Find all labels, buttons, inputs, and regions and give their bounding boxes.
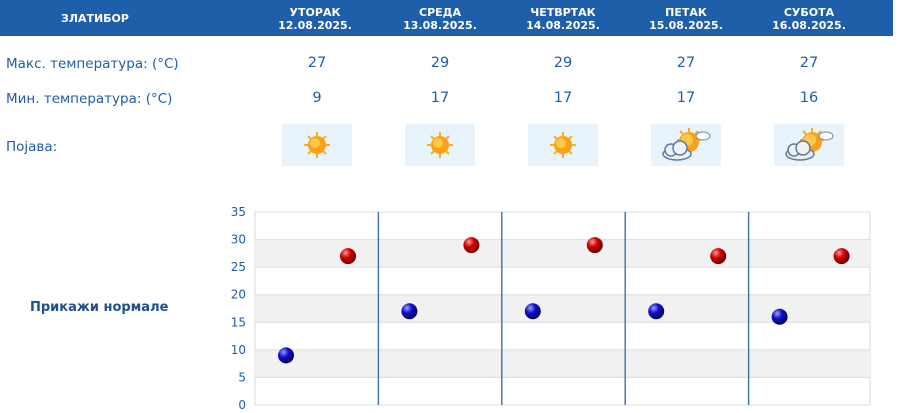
day-date: 16.08.2025. (772, 19, 846, 32)
day-name: ЧЕТВРТАК (530, 6, 596, 19)
grid-band (255, 239, 870, 268)
max-temp-point (586, 237, 603, 254)
max-temp-point (340, 248, 356, 265)
y-tick-label: 15 (231, 315, 246, 329)
day-header: ПЕТАК 15.08.2025. (631, 6, 741, 32)
chart-points (278, 237, 850, 364)
max-temp-value: 29 (430, 55, 450, 71)
day-header: СРЕДА 13.08.2025. (385, 6, 495, 32)
day-date: 15.08.2025. (649, 19, 723, 32)
day-header: УТОРАК 12.08.2025. (260, 6, 370, 32)
min-temp-value: 17 (553, 90, 573, 106)
day-name: ПЕТАК (665, 6, 707, 19)
y-tick-label: 35 (231, 205, 246, 219)
y-tick-label: 20 (231, 288, 246, 302)
max-temp-label: Макс. температура: (°C) (6, 56, 179, 72)
day-header: СУБОТА 16.08.2025. (754, 6, 864, 32)
y-tick-label: 30 (231, 233, 246, 247)
y-axis-ticks: 0 5 10 15 20 25 30 35 (231, 205, 246, 412)
max-temp-point (710, 248, 727, 265)
day-date: 13.08.2025. (403, 19, 477, 32)
min-temp-point (401, 303, 418, 320)
day-header: ЧЕТВРТАК 14.08.2025. (508, 6, 618, 32)
temperature-chart: 0 5 10 15 20 25 30 35 (231, 205, 871, 412)
weather-label: Појава: (6, 139, 58, 155)
min-temp-value: 16 (799, 90, 819, 106)
partly-cloudy-icon (651, 124, 721, 166)
forecast-header: ЗЛАТИБОР УТОРАК 12.08.2025. СРЕДА 13.08.… (0, 0, 893, 36)
min-temp-point (771, 308, 788, 325)
sun-icon (528, 124, 598, 166)
day-date: 14.08.2025. (526, 19, 600, 32)
sun-icon (282, 124, 352, 166)
min-temp-point (278, 347, 294, 364)
max-temp-value: 27 (799, 55, 819, 71)
partly-cloudy-icon (774, 124, 844, 166)
min-temp-value: 17 (676, 90, 696, 106)
min-temp-value: 9 (312, 90, 322, 106)
min-temp-point (648, 303, 665, 320)
grid-band (255, 349, 870, 378)
day-name: СРЕДА (419, 6, 461, 19)
y-tick-label: 0 (238, 398, 246, 412)
chart-grid (254, 211, 871, 406)
y-tick-label: 5 (238, 370, 246, 384)
max-temp-point (463, 237, 480, 254)
sun-icon (405, 124, 475, 166)
location-title: ЗЛАТИБОР (61, 12, 129, 25)
y-tick-label: 25 (231, 260, 246, 274)
show-normals-link[interactable]: Прикажи нормале (30, 300, 169, 315)
max-temp-value: 27 (676, 55, 696, 71)
grid-band (255, 294, 870, 323)
min-temp-point (524, 303, 541, 320)
day-date: 12.08.2025. (278, 19, 352, 32)
max-temp-value: 29 (553, 55, 573, 71)
y-tick-label: 10 (231, 343, 246, 357)
day-name: УТОРАК (289, 6, 341, 19)
max-temp-point (833, 248, 850, 265)
min-temp-value: 17 (430, 90, 450, 106)
min-temp-label: Мин. температура: (°C) (6, 91, 173, 107)
max-temp-value: 27 (307, 55, 327, 71)
day-name: СУБОТА (783, 6, 835, 19)
